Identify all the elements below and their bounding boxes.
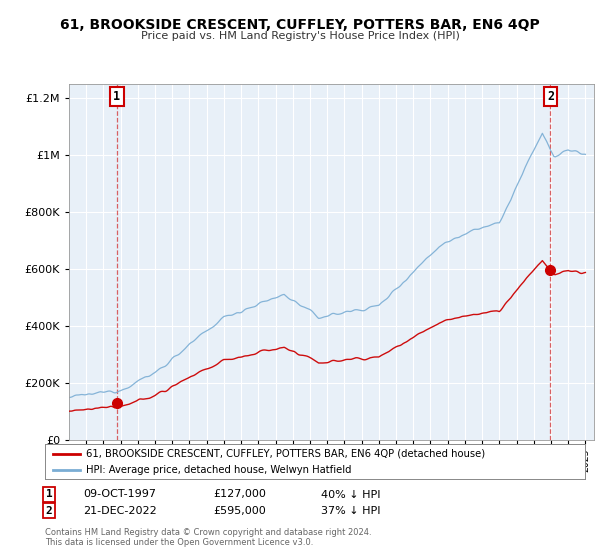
Text: 61, BROOKSIDE CRESCENT, CUFFLEY, POTTERS BAR, EN6 4QP (detached house): 61, BROOKSIDE CRESCENT, CUFFLEY, POTTERS… [86,449,485,459]
Text: 2: 2 [547,90,554,103]
Text: HPI: Average price, detached house, Welwyn Hatfield: HPI: Average price, detached house, Welw… [86,465,351,475]
Text: Contains HM Land Registry data © Crown copyright and database right 2024.
This d: Contains HM Land Registry data © Crown c… [45,528,371,547]
Text: £127,000: £127,000 [213,489,266,500]
Text: 40% ↓ HPI: 40% ↓ HPI [321,489,380,500]
Text: £595,000: £595,000 [213,506,266,516]
Text: 2: 2 [46,506,53,516]
Text: 37% ↓ HPI: 37% ↓ HPI [321,506,380,516]
Text: 21-DEC-2022: 21-DEC-2022 [83,506,157,516]
Text: 09-OCT-1997: 09-OCT-1997 [83,489,156,500]
Text: 1: 1 [113,90,120,103]
Text: Price paid vs. HM Land Registry's House Price Index (HPI): Price paid vs. HM Land Registry's House … [140,31,460,41]
Text: 1: 1 [46,489,53,500]
Text: 61, BROOKSIDE CRESCENT, CUFFLEY, POTTERS BAR, EN6 4QP: 61, BROOKSIDE CRESCENT, CUFFLEY, POTTERS… [60,18,540,32]
